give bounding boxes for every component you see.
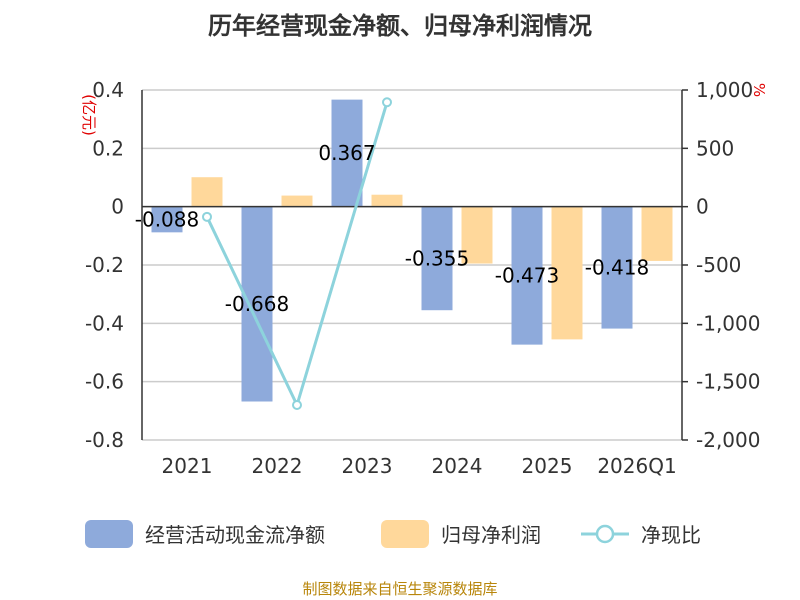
- right-axis-tick-label: 500: [696, 136, 734, 160]
- bar-data-label: -0.473: [495, 264, 559, 288]
- legend-swatch-ratio-marker: [595, 524, 615, 544]
- bar-data-label: -0.355: [405, 246, 469, 270]
- right-axis-tick-label: -2,000: [696, 428, 760, 452]
- bar-cashflow-2025: [511, 206, 543, 345]
- left-axis-tick-label: 0.4: [92, 78, 124, 102]
- x-tick-label: 2025: [522, 454, 573, 478]
- legend-label-profit: 归母净利润: [441, 523, 541, 547]
- bar-profit-2021: [191, 177, 223, 207]
- bar-profit-2025: [551, 206, 583, 340]
- axes: 0.4 1,000 0.2 500 0 0 -0.2 -500 -0.4 -1,000 -0.6 -1…: [85, 78, 761, 478]
- ratio-line: [202, 97, 392, 410]
- chart-title: 历年经营现金净额、归母净利润情况: [208, 12, 592, 40]
- bar-profit-2022: [281, 195, 313, 207]
- left-axis-tick-label: -0.4: [85, 311, 124, 335]
- right-axis-tick-label: -1,500: [696, 370, 760, 394]
- left-axis-tick-label: -0.8: [85, 428, 124, 452]
- footer-source: 制图数据来自恒生聚源数据库: [302, 580, 497, 598]
- bar-data-label: -0.668: [225, 292, 289, 316]
- ratio-point: [202, 211, 212, 222]
- bars: [151, 99, 673, 402]
- bar-data-label: -0.088: [135, 208, 199, 232]
- left-axis-tick-label: 0: [111, 195, 124, 219]
- bar-profit-2023: [371, 194, 403, 207]
- legend-swatch-profit: [381, 520, 429, 548]
- legend-swatch-cashflow: [85, 520, 133, 548]
- left-axis-unit: (亿元): [80, 94, 98, 136]
- left-axis-tick-label: -0.6: [85, 370, 124, 394]
- x-tick-label: 2021: [162, 454, 213, 478]
- bar-cashflow-2024: [421, 206, 453, 311]
- right-axis-tick-label: -1,000: [696, 311, 760, 335]
- bar-data-label: -0.418: [585, 256, 649, 280]
- x-tick-label: 2024: [432, 454, 483, 478]
- bar-cashflow-2022: [241, 206, 273, 402]
- legend-label-ratio: 净现比: [641, 523, 701, 547]
- x-tick-label: 2022: [252, 454, 303, 478]
- right-axis-tick-label: 0: [696, 195, 709, 219]
- left-axis-tick-label: -0.2: [85, 253, 124, 277]
- x-tick-label: 2023: [342, 454, 393, 478]
- ratio-point: [292, 400, 302, 410]
- ratio-point: [382, 97, 392, 108]
- right-axis-unit: %: [750, 83, 768, 97]
- bar-data-label: 0.367: [318, 141, 375, 165]
- legend: 经营活动现金流净额 归母净利润 净现比: [85, 520, 701, 548]
- bar-cashflow-2023: [331, 99, 363, 207]
- x-tick-label: 2026Q1: [597, 454, 676, 478]
- bar-cashflow-2021: [151, 206, 183, 233]
- data-labels: -0.088 -0.668 0.367 -0.355 -0.473 -0.418: [135, 141, 649, 316]
- left-axis-tick-label: 0.2: [92, 136, 124, 160]
- legend-label-cashflow: 经营活动现金流净额: [145, 523, 325, 547]
- bar-cashflow-2026Q1: [601, 206, 633, 329]
- bar-profit-2026Q1: [641, 206, 673, 261]
- right-axis-tick-label: 1,000: [696, 78, 753, 102]
- bar-profit-2024: [461, 206, 493, 264]
- right-axis-tick-label: -500: [696, 253, 741, 277]
